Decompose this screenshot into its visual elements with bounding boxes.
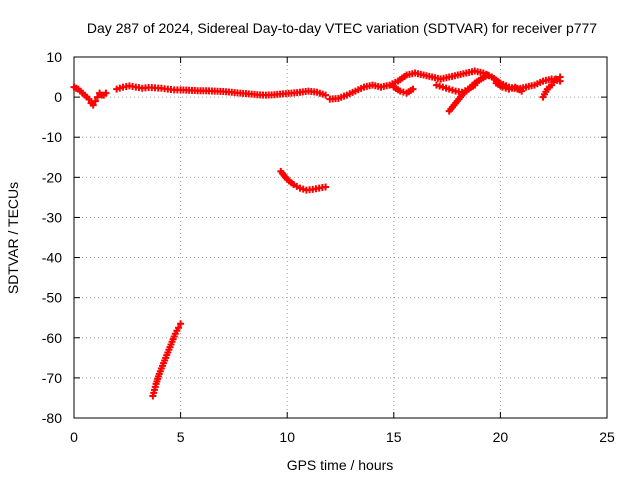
y-tick-label: -80 <box>42 410 62 426</box>
x-tick-label: 20 <box>493 429 509 445</box>
plot-frame <box>73 56 608 419</box>
data-point <box>556 73 564 81</box>
x-tick-label: 5 <box>177 429 185 445</box>
x-tick-label: 0 <box>70 429 78 445</box>
data-point <box>93 93 101 101</box>
data-point <box>91 97 99 105</box>
y-tick-label: -50 <box>42 290 62 306</box>
y-axis-label: SDTVAR / TECUs <box>5 182 21 294</box>
y-tick-label: -30 <box>42 209 62 225</box>
data-point <box>552 75 560 83</box>
y-tick-label: -40 <box>42 250 62 266</box>
x-tick-label: 25 <box>599 429 615 445</box>
x-tick-label: 10 <box>279 429 295 445</box>
data-point <box>322 183 330 191</box>
data-point <box>177 320 185 328</box>
data-point <box>89 101 97 109</box>
y-tick-label: 0 <box>54 89 62 105</box>
y-tick-label: -10 <box>42 129 62 145</box>
data-point <box>174 324 182 332</box>
y-tick-label: 10 <box>46 49 62 65</box>
y-tick-label: -20 <box>42 169 62 185</box>
data-point <box>409 85 417 93</box>
y-tick-label: -60 <box>42 330 62 346</box>
data-point <box>518 87 526 95</box>
x-axis-label: GPS time / hours <box>287 457 394 473</box>
data-point <box>85 95 93 103</box>
data-point <box>102 89 110 97</box>
data-point <box>484 71 492 79</box>
data-point <box>322 91 330 99</box>
data-points <box>70 67 564 400</box>
axis-ticks: 0 5 10 15 20 25 10 0 -10 -20 -30 -40 -50 -60 -70 -80 <box>42 49 615 445</box>
chart-title: Day 287 of 2024, Sidereal Day-to-day VTE… <box>87 20 597 36</box>
grid-lines <box>74 57 607 418</box>
data-point <box>471 81 479 89</box>
y-tick-label: -70 <box>42 370 62 386</box>
x-tick-label: 15 <box>386 429 402 445</box>
